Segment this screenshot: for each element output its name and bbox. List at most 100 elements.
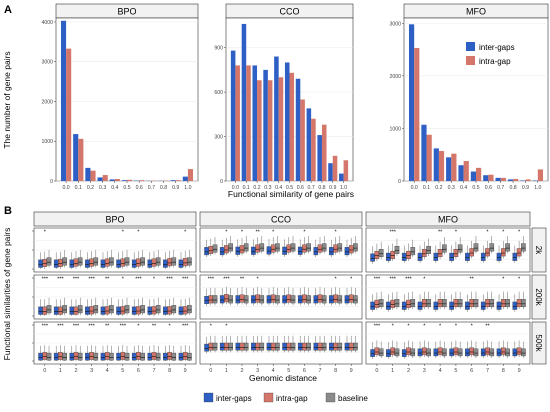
box-inter-gaps [314, 247, 318, 255]
facet-b-bpo-200k: ************************* [32, 275, 196, 319]
bar-inter-gaps [274, 57, 279, 181]
box-baseline [229, 244, 233, 252]
box-intra-gap [240, 343, 244, 350]
box-inter-gaps [148, 353, 152, 360]
box-intra-gap [485, 248, 489, 256]
box-intra-gap [271, 343, 275, 350]
box-intra-gap [501, 348, 505, 355]
box-inter-gaps [513, 349, 517, 356]
panel-b-label: B [4, 205, 12, 217]
bar-intra-gap [427, 135, 432, 181]
box-intra-gap [183, 352, 187, 359]
box-baseline [490, 244, 494, 252]
box-baseline [275, 244, 279, 252]
box-inter-gaps [54, 260, 58, 268]
box-baseline [353, 244, 357, 252]
bar-inter-gaps [508, 179, 513, 181]
legend-swatch [264, 393, 273, 402]
box-baseline [47, 353, 51, 360]
box-intra-gap [501, 248, 505, 256]
x-tick-label: 3 [90, 368, 93, 374]
x-tick-label: 8 [168, 368, 171, 374]
box-intra-gap [43, 307, 47, 315]
facet-strip-row-label: 500k [534, 334, 543, 352]
box-baseline [47, 258, 51, 266]
box-intra-gap [255, 295, 259, 303]
box-intra-gap [333, 245, 337, 253]
box-inter-gaps [204, 247, 208, 255]
y-tick-label: 0 [50, 179, 53, 185]
box-intra-gap [349, 343, 353, 350]
panel-a-label: A [4, 4, 12, 16]
box-intra-gap [391, 348, 395, 355]
bar-intra-gap [476, 168, 481, 181]
box-baseline [172, 258, 176, 266]
box-baseline [474, 349, 478, 356]
box-inter-gaps [236, 247, 240, 255]
box-intra-gap [240, 245, 244, 253]
box-baseline [291, 295, 295, 303]
box-inter-gaps [70, 260, 74, 268]
legend-label: baseline [338, 394, 368, 403]
box-intra-gap [517, 299, 521, 307]
box-intra-gap [375, 251, 379, 259]
box-baseline [395, 349, 399, 356]
box-baseline [411, 247, 415, 255]
box-baseline [156, 305, 160, 313]
box-inter-gaps [481, 302, 485, 310]
box-intra-gap [74, 352, 78, 359]
significance-mark: *** [182, 324, 189, 330]
box-baseline [187, 258, 191, 266]
y-tick-label: 0 [220, 179, 223, 185]
x-tick-label: 4 [106, 368, 109, 374]
box-inter-gaps [282, 295, 286, 303]
box-inter-gaps [179, 307, 183, 315]
box-intra-gap [74, 259, 78, 267]
box-baseline [322, 244, 326, 252]
bar-intra-gap [257, 80, 262, 181]
bar-inter-gaps [317, 135, 322, 181]
box-inter-gaps [402, 302, 406, 310]
x-tick-label: 6 [470, 368, 473, 374]
box-inter-gaps [85, 353, 89, 360]
box-inter-gaps [282, 247, 286, 255]
box-intra-gap [287, 245, 291, 253]
panel-b-x-axis-label: Genomic distance [249, 373, 317, 383]
x-tick-label: 7 [486, 368, 489, 374]
bar-intra-gap [66, 49, 71, 181]
box-baseline [47, 305, 51, 313]
box-intra-gap [501, 299, 505, 307]
bar-inter-gaps [421, 125, 426, 181]
box-intra-gap [422, 299, 426, 307]
box-baseline [353, 343, 357, 350]
y-tick-label: 2000 [41, 99, 53, 105]
box-baseline [505, 299, 509, 307]
box-baseline [458, 299, 462, 307]
significance-mark: *** [374, 277, 381, 283]
box-baseline [442, 349, 446, 356]
bar-inter-gaps [533, 180, 538, 181]
facet-strip-row-label: 200k [534, 288, 543, 306]
box-baseline [395, 299, 399, 307]
box-inter-gaps [101, 353, 105, 360]
bar-intra-gap [513, 179, 518, 181]
box-inter-gaps [70, 353, 74, 360]
y-tick-label: 900 [214, 46, 223, 52]
box-baseline [125, 353, 129, 360]
box-inter-gaps [434, 253, 438, 261]
box-intra-gap [167, 352, 171, 359]
box-intra-gap [105, 352, 109, 359]
box-baseline [63, 305, 67, 313]
box-inter-gaps [236, 343, 240, 350]
box-intra-gap [136, 307, 140, 315]
bar-inter-gaps [98, 177, 103, 181]
box-inter-gaps [371, 302, 375, 310]
box-intra-gap [438, 299, 442, 307]
box-inter-gaps [204, 344, 208, 351]
bar-intra-gap [488, 175, 493, 181]
bar-intra-gap [188, 169, 193, 181]
box-inter-gaps [497, 349, 501, 356]
x-tick-label: 4 [439, 368, 442, 374]
facet-strip-col-label: BPO [105, 215, 124, 225]
